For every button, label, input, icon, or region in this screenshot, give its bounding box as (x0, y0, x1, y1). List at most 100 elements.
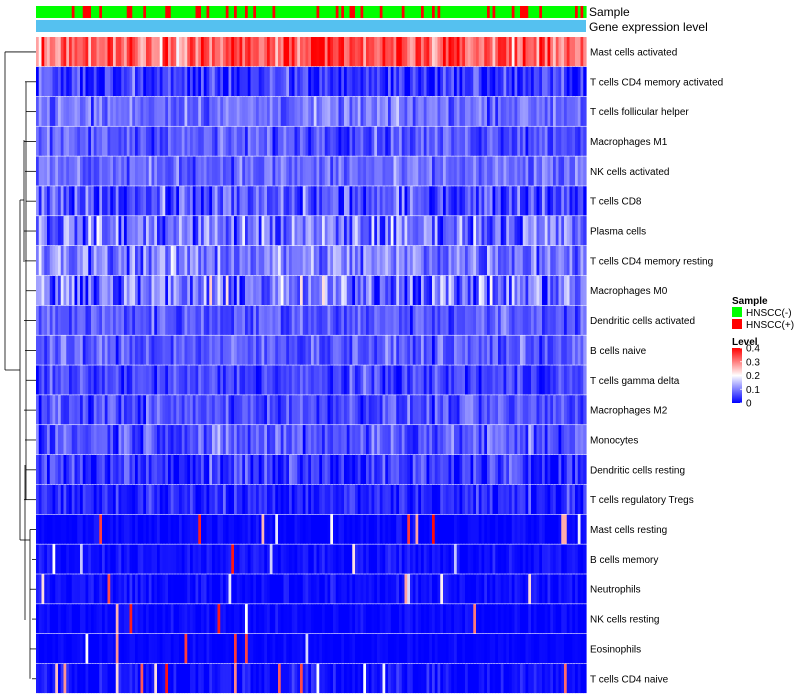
heatmap-cell (275, 574, 279, 604)
heatmap-cell (88, 96, 92, 126)
heatmap-cell (209, 37, 213, 67)
heatmap-cell (514, 574, 518, 604)
heatmap-cell (404, 395, 408, 425)
heatmap-cell (352, 514, 356, 544)
heatmap-cell (47, 37, 51, 67)
heatmap-cell (63, 514, 67, 544)
heatmap-cell (220, 275, 224, 306)
heatmap-cell (168, 126, 172, 156)
heatmap-cell (308, 514, 312, 544)
heatmap-cell (429, 66, 433, 97)
heatmap-cell (85, 365, 89, 395)
heatmap-cell (162, 425, 166, 455)
sample-track-cell (443, 6, 447, 18)
heatmap-cell (146, 275, 150, 306)
heatmap-cell (294, 156, 298, 186)
heatmap-cell (143, 663, 147, 694)
heatmap-cell (423, 305, 428, 335)
heatmap-cell (209, 634, 213, 664)
heatmap-cell (448, 604, 452, 634)
heatmap-cell (355, 484, 359, 514)
heatmap-cell (99, 216, 103, 246)
heatmap-cell (583, 126, 587, 156)
heatmap-cell (368, 66, 373, 97)
heatmap-cell (291, 245, 296, 276)
heatmap-cell (286, 574, 290, 604)
heatmap-cell (47, 395, 51, 425)
heatmap-cell (261, 604, 265, 634)
heatmap-cell (151, 275, 155, 306)
heatmap-cell (96, 514, 100, 544)
heatmap-cell (195, 245, 199, 276)
sample-track-cell (242, 6, 246, 18)
heatmap-cell (335, 395, 340, 425)
heatmap-cell (74, 66, 78, 97)
heatmap-cell (283, 37, 287, 67)
heatmap-cell (355, 66, 359, 97)
sample-track-cell (382, 6, 386, 18)
heatmap-cell (151, 484, 155, 514)
heatmap-cell (555, 454, 560, 485)
heatmap-cell (443, 365, 447, 395)
heatmap-cell (415, 305, 419, 335)
heatmap-cell (85, 604, 89, 634)
heatmap-cell (415, 335, 419, 365)
heatmap-cell (426, 634, 430, 664)
heatmap-cell (253, 156, 257, 186)
heatmap-cell (104, 574, 109, 604)
heatmap-cell (313, 604, 318, 634)
sample-track-cell (258, 6, 263, 18)
heatmap-cell (319, 663, 323, 694)
sample-track-cell (311, 6, 315, 18)
heatmap-cell (399, 305, 403, 335)
heatmap-cell (173, 574, 177, 604)
heatmap-cell (401, 186, 406, 216)
heatmap-cell (583, 663, 587, 694)
heatmap-cell (201, 335, 205, 365)
heatmap-cell (300, 275, 304, 306)
heatmap-cell (566, 216, 571, 246)
heatmap-cell (258, 574, 263, 604)
heatmap-cell (71, 275, 76, 306)
heatmap-cell (338, 454, 342, 485)
heatmap-cell (445, 365, 450, 395)
heatmap-cell (283, 454, 287, 485)
heatmap-cell (214, 126, 219, 156)
heatmap-cell (220, 126, 224, 156)
heatmap-cell (388, 96, 392, 126)
heatmap-cell (357, 514, 362, 544)
heatmap-cell (459, 395, 463, 425)
heatmap-cell (511, 604, 516, 634)
heatmap-cell (247, 574, 252, 604)
heatmap-cell (124, 484, 128, 514)
heatmap-cell (135, 454, 139, 485)
heatmap-cell (258, 305, 263, 335)
heatmap-cell (38, 604, 43, 634)
heatmap-cell (517, 126, 521, 156)
heatmap-cell (258, 365, 263, 395)
heatmap-cell (209, 454, 213, 485)
heatmap-cell (522, 484, 527, 514)
heatmap-cell (412, 544, 417, 574)
sample-track-cell (542, 6, 546, 18)
heatmap-cell (146, 126, 150, 156)
heatmap-cell (374, 245, 378, 276)
heatmap-cell (393, 305, 397, 335)
heatmap-cell (60, 216, 65, 246)
sample-track-cell (341, 6, 345, 18)
heatmap-cell (572, 275, 576, 306)
heatmap-cell (184, 395, 188, 425)
sample-track-cell (159, 6, 164, 18)
heatmap-cell (366, 96, 370, 126)
heatmap-cell (531, 66, 535, 97)
heatmap-cell (311, 275, 315, 306)
heatmap-cell (159, 634, 164, 664)
heatmap-cell (544, 275, 549, 306)
heatmap-cell (533, 544, 538, 574)
heatmap-cell (492, 634, 496, 664)
heatmap-cell (278, 544, 282, 574)
heatmap-cell (374, 305, 378, 335)
heatmap-cell (421, 514, 425, 544)
heatmap-cell (203, 126, 208, 156)
heatmap-cell (220, 663, 224, 694)
